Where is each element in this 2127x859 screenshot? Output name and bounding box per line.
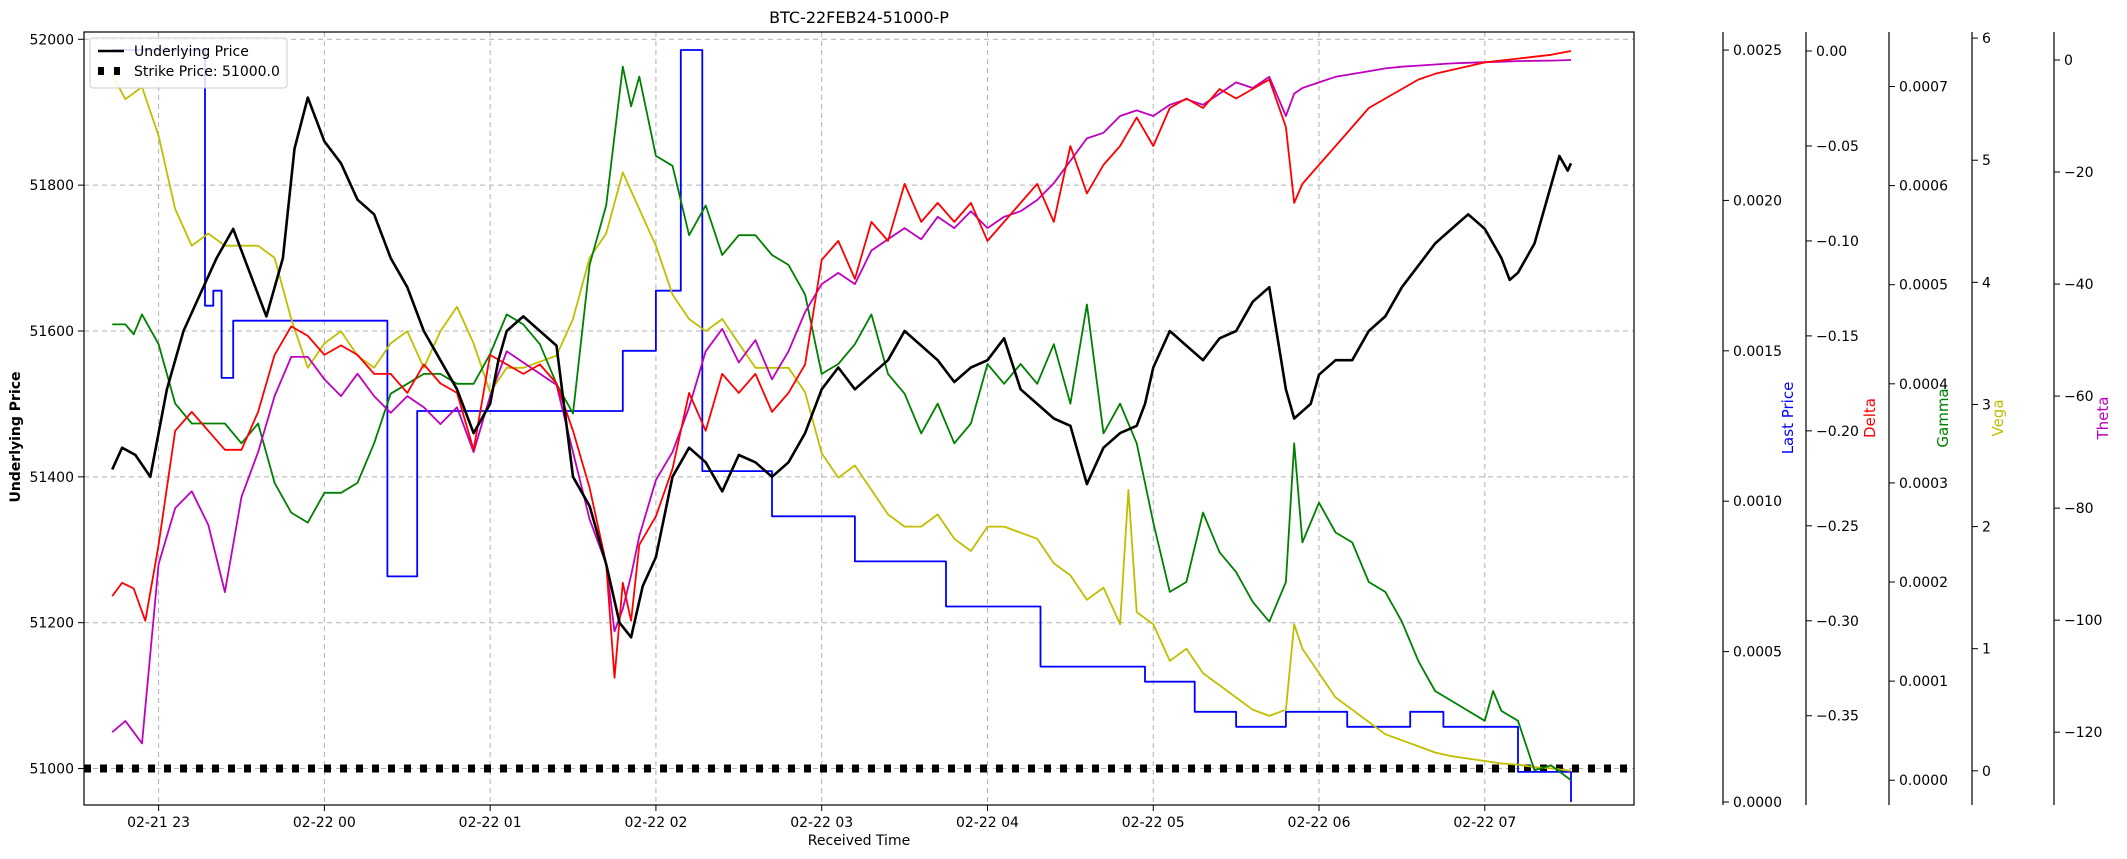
gamma-axis-label: Gamma — [1934, 388, 1952, 447]
gamma-axis-tick-label: 0.0004 — [1899, 377, 1948, 393]
x-tick-label: 02-22 04 — [956, 815, 1019, 831]
gamma-series-line — [112, 65, 1572, 781]
delta-axis-tick-label: −0.35 — [1816, 709, 1859, 725]
theta-axis-tick-label: −60 — [2064, 389, 2094, 405]
y-tick-label: 51200 — [29, 616, 74, 632]
gamma-axis-tick-label: 0.0000 — [1899, 773, 1948, 789]
vega-axis-tick-label: 6 — [1982, 31, 1991, 47]
y-axis-label: Underlying Price — [8, 371, 24, 502]
legend-box — [89, 37, 288, 89]
chart-title: BTC-22FEB24-51000-P — [769, 8, 949, 27]
last-axis-tick-label: 0.0025 — [1733, 43, 1782, 59]
last-price-series-line — [112, 49, 1572, 802]
x-tick-label: 02-22 03 — [790, 815, 853, 831]
delta-axis-tick-label: −0.10 — [1816, 234, 1859, 250]
legend-strike-label: Strike Price: 51000.0 — [134, 64, 280, 80]
axes: 02-21 23 02-22 00 02-22 01 02-22 02 02-22 03… — [29, 31, 2112, 831]
vega-axis-tick-label: 1 — [1982, 642, 1991, 658]
grid-lines — [84, 32, 1634, 805]
y-tick-label: 51400 — [29, 470, 74, 486]
gamma-axis-tick-label: 0.0005 — [1899, 278, 1948, 294]
delta-axis-tick-label: −0.15 — [1816, 329, 1859, 345]
theta-axis-tick-label: −100 — [2064, 613, 2102, 629]
gamma-axis-tick-label: 0.0003 — [1899, 476, 1948, 492]
last-axis-tick-label: 0.0015 — [1733, 344, 1782, 360]
x-tick-label: 02-22 02 — [624, 815, 687, 831]
delta-axis-tick-label: −0.05 — [1816, 139, 1859, 155]
last-axis-tick-label: 0.0000 — [1733, 795, 1782, 811]
last-axis-label: Last Price — [1779, 382, 1797, 455]
vega-axis-label: Vega — [1989, 399, 2007, 436]
vega-axis-tick-label: 5 — [1982, 153, 1991, 169]
gamma-axis-tick-label: 0.0002 — [1899, 575, 1948, 591]
x-tick-label: 02-22 05 — [1122, 815, 1185, 831]
legend: Underlying Price Strike Price: 51000.0 — [89, 37, 288, 89]
x-tick-label: 02-22 06 — [1288, 815, 1351, 831]
vega-axis-tick-label: 0 — [1982, 764, 1991, 780]
x-tick-label: 02-22 01 — [459, 815, 522, 831]
last-axis-tick-label: 0.0010 — [1733, 494, 1782, 510]
underlying-price-series-line — [111, 96, 1573, 639]
theta-axis-tick-label: −120 — [2064, 725, 2102, 741]
gamma-axis-tick-label: 0.0007 — [1899, 80, 1948, 96]
plot-frame — [83, 31, 1635, 806]
y-tick-label: 52000 — [29, 32, 74, 48]
last-axis-tick-label: 0.0020 — [1733, 193, 1782, 209]
series-lines — [84, 49, 1634, 802]
delta-series-line — [111, 50, 1572, 679]
gamma-axis-tick-label: 0.0006 — [1899, 179, 1948, 195]
delta-axis-tick-label: −0.30 — [1816, 614, 1859, 630]
legend-underlying-label: Underlying Price — [134, 44, 249, 60]
vega-axis-tick-label: 3 — [1982, 397, 1991, 413]
theta-axis-label: Theta — [2094, 397, 2112, 441]
x-tick-label: 02-22 00 — [293, 815, 356, 831]
delta-axis-tick-label: −0.20 — [1816, 424, 1859, 440]
theta-series-line — [111, 59, 1572, 745]
theta-axis-tick-label: 0 — [2064, 53, 2073, 69]
x-tick-label: 02-21 23 — [127, 815, 190, 831]
theta-axis-tick-label: −80 — [2064, 501, 2094, 517]
theta-axis-tick-label: −20 — [2064, 165, 2094, 181]
vega-series-line — [111, 74, 1572, 772]
vega-axis-tick-label: 4 — [1982, 275, 1991, 291]
delta-axis-tick-label: 0.00 — [1816, 44, 1847, 60]
theta-axis-tick-label: −40 — [2064, 277, 2094, 293]
last-axis-tick-label: 0.0005 — [1733, 645, 1782, 661]
vega-axis-tick-label: 2 — [1982, 520, 1991, 536]
y-tick-label: 51600 — [29, 324, 74, 340]
y-tick-label: 51000 — [29, 762, 74, 778]
gamma-axis-tick-label: 0.0001 — [1899, 674, 1948, 690]
delta-axis-tick-label: −0.25 — [1816, 519, 1859, 535]
y-tick-label: 51800 — [29, 178, 74, 194]
delta-axis-label: Delta — [1861, 398, 1879, 438]
x-axis-label: Received Time — [808, 833, 910, 849]
x-tick-label: 02-22 07 — [1453, 815, 1516, 831]
